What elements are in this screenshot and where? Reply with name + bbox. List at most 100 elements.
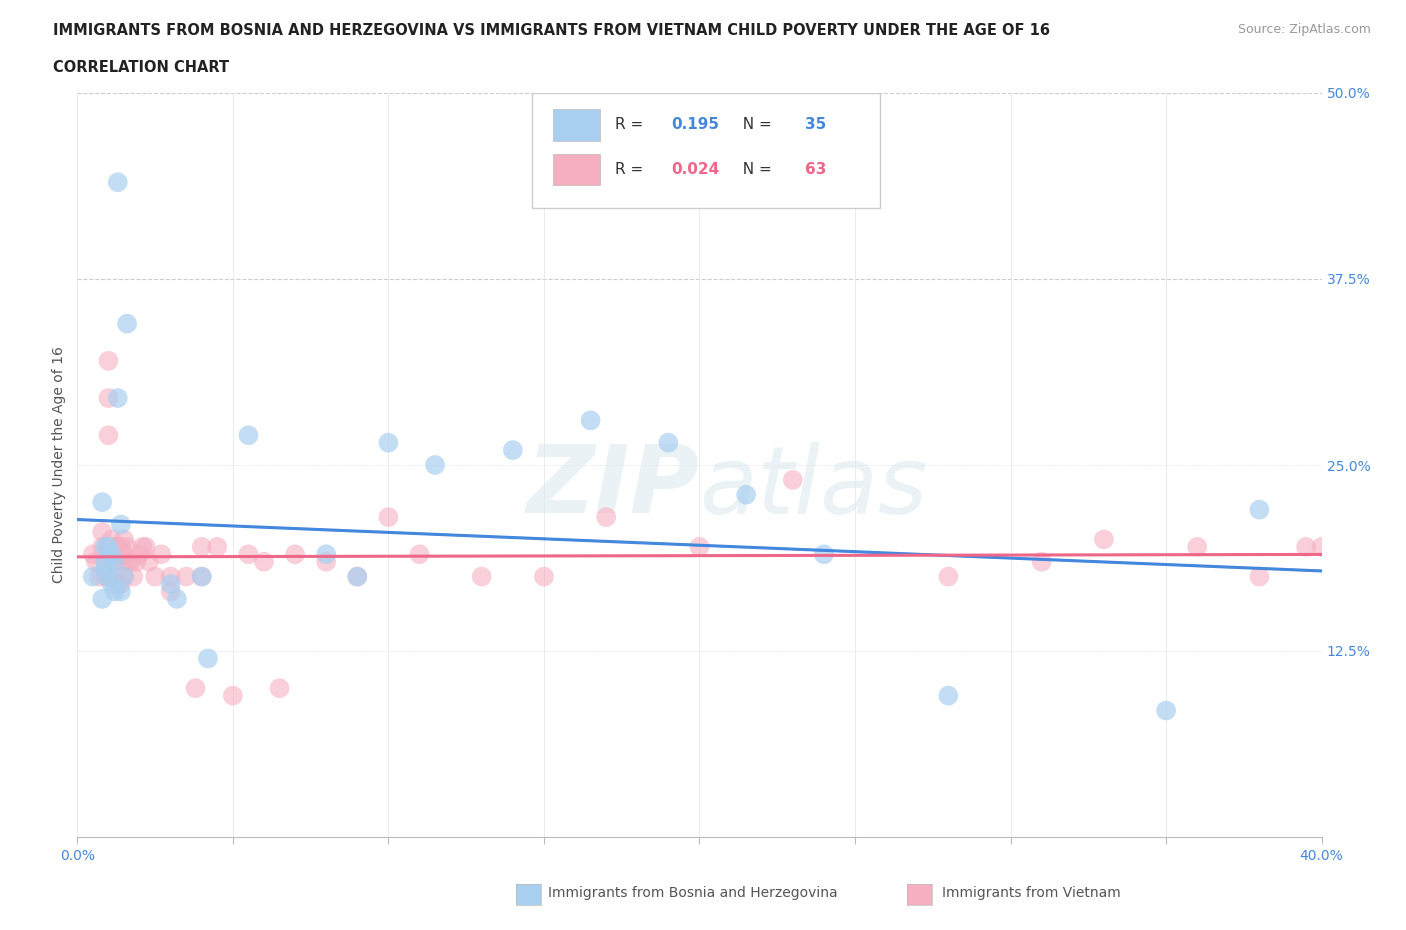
Text: 63: 63 [806,162,827,177]
Point [346,569,368,584]
Point [97,353,120,368]
Point [377,435,399,450]
Point [1249,569,1271,584]
Text: N =: N = [733,162,776,177]
Text: 0.195: 0.195 [671,117,718,132]
Point [579,413,602,428]
Point [159,569,181,584]
Point [94,554,117,569]
Point [94,562,117,577]
Text: Immigrants from Bosnia and Herzegovina: Immigrants from Bosnia and Herzegovina [548,885,838,900]
Point [502,443,524,458]
Point [104,584,127,599]
Point [91,525,114,539]
Point [1092,532,1115,547]
Text: R =: R = [614,162,648,177]
Point [269,681,291,696]
Point [1249,502,1271,517]
Point [657,435,679,450]
Point [197,651,219,666]
Point [346,569,368,584]
Point [115,539,138,554]
Point [97,539,120,554]
Point [813,547,835,562]
Point [112,569,135,584]
Point [315,554,337,569]
Point [107,539,129,554]
Point [84,554,107,569]
Point [82,547,104,562]
Point [97,569,120,584]
Text: N =: N = [733,117,776,132]
Point [253,554,276,569]
Y-axis label: Child Poverty Under the Age of 16: Child Poverty Under the Age of 16 [52,347,66,583]
FancyBboxPatch shape [553,110,600,140]
FancyBboxPatch shape [553,154,600,185]
Point [938,569,960,584]
Point [595,510,617,525]
Point [110,577,132,591]
Point [471,569,494,584]
Point [166,591,188,606]
Point [104,539,127,554]
Point [377,510,399,525]
Point [135,539,157,554]
Point [125,554,148,569]
Point [159,577,181,591]
Point [238,547,260,562]
Point [128,547,150,562]
Point [112,532,135,547]
Text: R =: R = [614,117,648,132]
Point [207,539,229,554]
Text: CORRELATION CHART: CORRELATION CHART [53,60,229,75]
Point [100,577,122,591]
Point [94,554,117,569]
Point [191,569,214,584]
Point [1310,539,1333,554]
Point [222,688,245,703]
Text: ZIP: ZIP [527,442,700,533]
Point [91,591,114,606]
Point [97,539,120,554]
Point [131,539,153,554]
Point [1031,554,1053,569]
Text: IMMIGRANTS FROM BOSNIA AND HERZEGOVINA VS IMMIGRANTS FROM VIETNAM CHILD POVERTY : IMMIGRANTS FROM BOSNIA AND HERZEGOVINA V… [53,23,1050,38]
Point [100,532,122,547]
Point [191,569,214,584]
Point [112,569,135,584]
Point [120,554,142,569]
Point [122,569,145,584]
Point [110,554,132,569]
Point [150,547,173,562]
Point [97,569,120,584]
FancyBboxPatch shape [531,93,880,208]
Point [97,391,120,405]
Point [115,554,138,569]
Point [689,539,711,554]
Point [408,547,430,562]
Point [94,569,117,584]
Text: 35: 35 [806,117,827,132]
Point [191,539,214,554]
Text: Immigrants from Vietnam: Immigrants from Vietnam [942,885,1121,900]
Point [82,569,104,584]
Point [91,539,114,554]
Point [110,539,132,554]
Point [100,547,122,562]
Point [315,547,337,562]
Point [533,569,555,584]
Point [782,472,804,487]
Point [87,569,110,584]
Point [284,547,307,562]
Point [104,569,127,584]
Point [107,391,129,405]
Point [143,569,166,584]
Text: atlas: atlas [700,442,928,533]
Point [1154,703,1177,718]
Point [159,584,181,599]
Point [104,554,127,569]
Point [1187,539,1209,554]
Point [94,539,117,554]
Point [735,487,758,502]
Text: Source: ZipAtlas.com: Source: ZipAtlas.com [1237,23,1371,36]
